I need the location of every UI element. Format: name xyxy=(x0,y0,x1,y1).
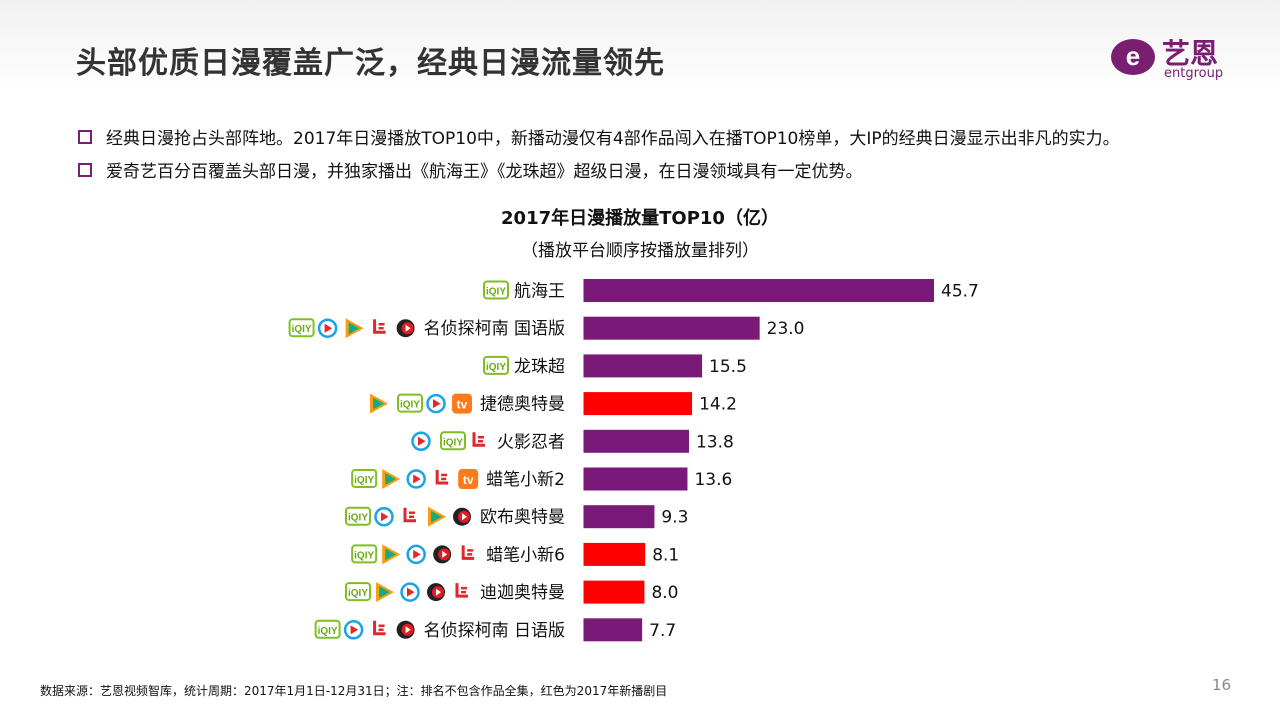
logo-en: entgroup xyxy=(1164,66,1224,81)
youku-icon xyxy=(400,582,420,602)
value-label: 15.5 xyxy=(709,357,747,377)
sohu-video-icon xyxy=(396,620,415,639)
bar xyxy=(583,542,646,566)
bullet-square-icon xyxy=(78,129,92,144)
category-label: 蜡笔小新2 xyxy=(486,470,565,490)
letv-icon xyxy=(461,545,475,560)
youku-icon xyxy=(343,620,364,640)
svg-text:tv: tv xyxy=(457,398,468,412)
iqiyi-icon: iQIY xyxy=(351,469,378,488)
tencent-video-icon xyxy=(370,393,388,414)
bar xyxy=(583,429,689,453)
iqiyi-icon: iQIY xyxy=(314,619,341,639)
iqiyi-icon: iQIY xyxy=(483,280,509,300)
youku-icon xyxy=(426,393,446,414)
bar xyxy=(583,505,655,529)
svg-text:iQIY: iQIY xyxy=(348,588,368,599)
bullet-text: 爱奇艺百分百覆盖头部日漫，并独家播出《航海王》《龙珠超》超级日漫，在日漫领域具有… xyxy=(106,162,863,182)
svg-text:iQIY: iQIY xyxy=(486,287,506,298)
sohu-video-icon xyxy=(396,319,415,338)
bar xyxy=(583,392,693,416)
chart-subtitle: （播放平台顺序按播放量排列） xyxy=(521,241,759,261)
category-label: 捷德奥特曼 xyxy=(480,395,565,415)
value-label: 8.0 xyxy=(651,583,678,603)
value-label: 14.2 xyxy=(699,395,737,415)
bar xyxy=(583,354,703,378)
letv-icon xyxy=(455,583,468,598)
letv-icon xyxy=(373,620,386,636)
category-label: 迪迦奥特曼 xyxy=(480,583,565,603)
svg-text:iQIY: iQIY xyxy=(443,437,463,448)
category-label: 火影忍者 xyxy=(497,432,565,452)
logo-letter: e xyxy=(1126,41,1140,71)
mgtv-icon: tv xyxy=(458,469,479,489)
letv-icon xyxy=(373,319,386,334)
category-label: 名侦探柯南 国语版 xyxy=(424,319,565,339)
svg-text:iQIY: iQIY xyxy=(486,362,506,373)
youku-icon xyxy=(317,318,338,338)
bullet-item: 爱奇艺百分百覆盖头部日漫，并独家播出《航海王》《龙珠超》超级日漫，在日漫领域具有… xyxy=(78,153,1258,186)
value-label: 23.0 xyxy=(767,319,805,339)
svg-text:iQIY: iQIY xyxy=(354,550,374,561)
value-label: 13.6 xyxy=(694,470,732,490)
iqiyi-icon: iQIY xyxy=(440,431,466,451)
category-label: 航海王 xyxy=(514,282,565,302)
footer-note: 数据来源：艺恩视频智库，统计周期：2017年1月1日-12月31日；注：排名不包… xyxy=(40,684,668,698)
category-label: 龙珠超 xyxy=(514,357,565,377)
sohu-video-icon xyxy=(453,507,471,526)
bullet-item: 经典日漫抢占头部阵地。2017年日漫播放TOP10中，新播动漫仅有4部作品闯入在… xyxy=(78,120,1258,153)
entgroup-logo: e 艺恩 entgroup xyxy=(1108,32,1238,82)
tencent-video-icon xyxy=(345,318,364,339)
letv-icon xyxy=(435,470,449,485)
bar xyxy=(583,467,688,491)
tencent-video-icon xyxy=(428,506,446,527)
svg-text:iQIY: iQIY xyxy=(292,324,312,335)
category-label: 名侦探柯南 日语版 xyxy=(424,621,565,641)
iqiyi-icon: iQIY xyxy=(345,506,371,526)
bullet-square-icon xyxy=(78,162,92,177)
chart-title: 2017年日漫播放量TOP10（亿） xyxy=(501,208,779,229)
category-label: 欧布奥特曼 xyxy=(480,508,565,528)
letv-icon xyxy=(403,507,416,523)
bar xyxy=(583,580,645,604)
svg-text:iQIY: iQIY xyxy=(354,475,374,486)
iqiyi-icon: iQIY xyxy=(351,544,378,564)
sohu-video-icon xyxy=(427,583,445,602)
value-label: 13.8 xyxy=(696,432,734,452)
tencent-video-icon xyxy=(382,469,401,489)
iqiyi-icon: iQIY xyxy=(397,393,423,413)
value-label: 7.7 xyxy=(649,621,676,641)
tencent-video-icon xyxy=(382,544,401,565)
svg-text:tv: tv xyxy=(463,473,474,487)
value-label: 8.1 xyxy=(652,545,679,565)
tencent-video-icon xyxy=(376,582,394,603)
bar xyxy=(583,279,934,302)
youku-icon xyxy=(406,544,426,565)
category-label: 蜡笔小新6 xyxy=(486,545,565,565)
youku-icon xyxy=(374,506,394,527)
letv-icon xyxy=(472,432,485,447)
svg-text:iQIY: iQIY xyxy=(318,626,338,637)
youku-icon xyxy=(411,431,431,452)
svg-text:iQIY: iQIY xyxy=(348,513,368,524)
youku-icon xyxy=(406,469,426,489)
value-label: 45.7 xyxy=(941,282,979,302)
page-title: 头部优质日漫覆盖广泛，经典日漫流量领先 xyxy=(76,46,665,81)
bullet-list: 经典日漫抢占头部阵地。2017年日漫播放TOP10中，新播动漫仅有4部作品闯入在… xyxy=(78,120,1258,186)
bar xyxy=(583,316,760,340)
iqiyi-icon: iQIY xyxy=(345,582,371,602)
sohu-video-icon xyxy=(433,545,452,564)
logo-cn: 艺恩 xyxy=(1162,37,1219,70)
header-band xyxy=(0,0,1280,92)
bar xyxy=(583,618,643,642)
value-label: 9.3 xyxy=(661,508,688,528)
iqiyi-icon: iQIY xyxy=(483,355,509,375)
page-number: 16 xyxy=(1212,676,1232,694)
bullet-text: 经典日漫抢占头部阵地。2017年日漫播放TOP10中，新播动漫仅有4部作品闯入在… xyxy=(106,129,1120,149)
iqiyi-icon: iQIY xyxy=(288,318,315,338)
entgroup-logo-mark: e xyxy=(1111,39,1155,75)
mgtv-icon: tv xyxy=(452,393,472,414)
svg-text:iQIY: iQIY xyxy=(400,400,420,411)
